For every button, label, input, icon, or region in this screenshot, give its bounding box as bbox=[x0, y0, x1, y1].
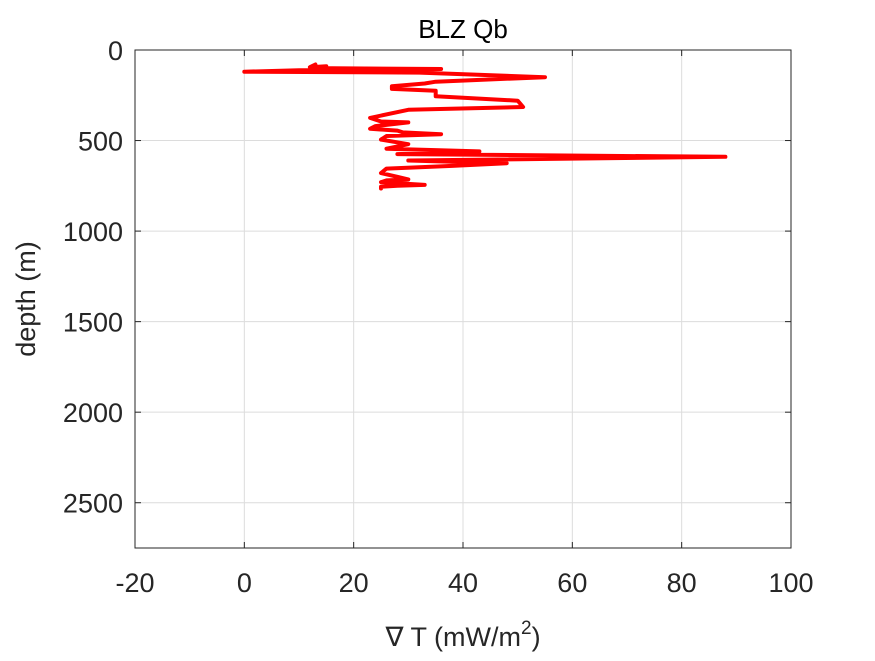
y-tick-label: 2500 bbox=[63, 489, 123, 519]
x-tick-label: 80 bbox=[667, 568, 697, 598]
x-axis-label-superscript: 2 bbox=[521, 618, 532, 639]
y-tick-label: 2000 bbox=[63, 398, 123, 428]
x-axis-label-suffix: ) bbox=[532, 622, 541, 652]
chart-title: BLZ Qb bbox=[418, 14, 508, 44]
x-axis-label: ∇ T (mW/m2) bbox=[384, 618, 540, 652]
y-tick-label: 500 bbox=[78, 127, 123, 157]
x-axis-label-main: ∇ T (mW/m bbox=[384, 622, 521, 652]
x-tick-label: 100 bbox=[768, 568, 813, 598]
y-tick-label: 1000 bbox=[63, 217, 123, 247]
x-tick-label: -20 bbox=[115, 568, 154, 598]
grid bbox=[135, 50, 791, 548]
x-tick-label: 60 bbox=[557, 568, 587, 598]
y-tick-label: 1500 bbox=[63, 308, 123, 338]
y-axis-label: depth (m) bbox=[11, 241, 41, 357]
series-line-0 bbox=[242, 62, 728, 191]
x-tick-label: 0 bbox=[237, 568, 252, 598]
x-tick-label: 20 bbox=[339, 568, 369, 598]
series-layer bbox=[242, 62, 728, 191]
x-tick-label: 40 bbox=[448, 568, 478, 598]
y-tick-label: 0 bbox=[108, 36, 123, 66]
